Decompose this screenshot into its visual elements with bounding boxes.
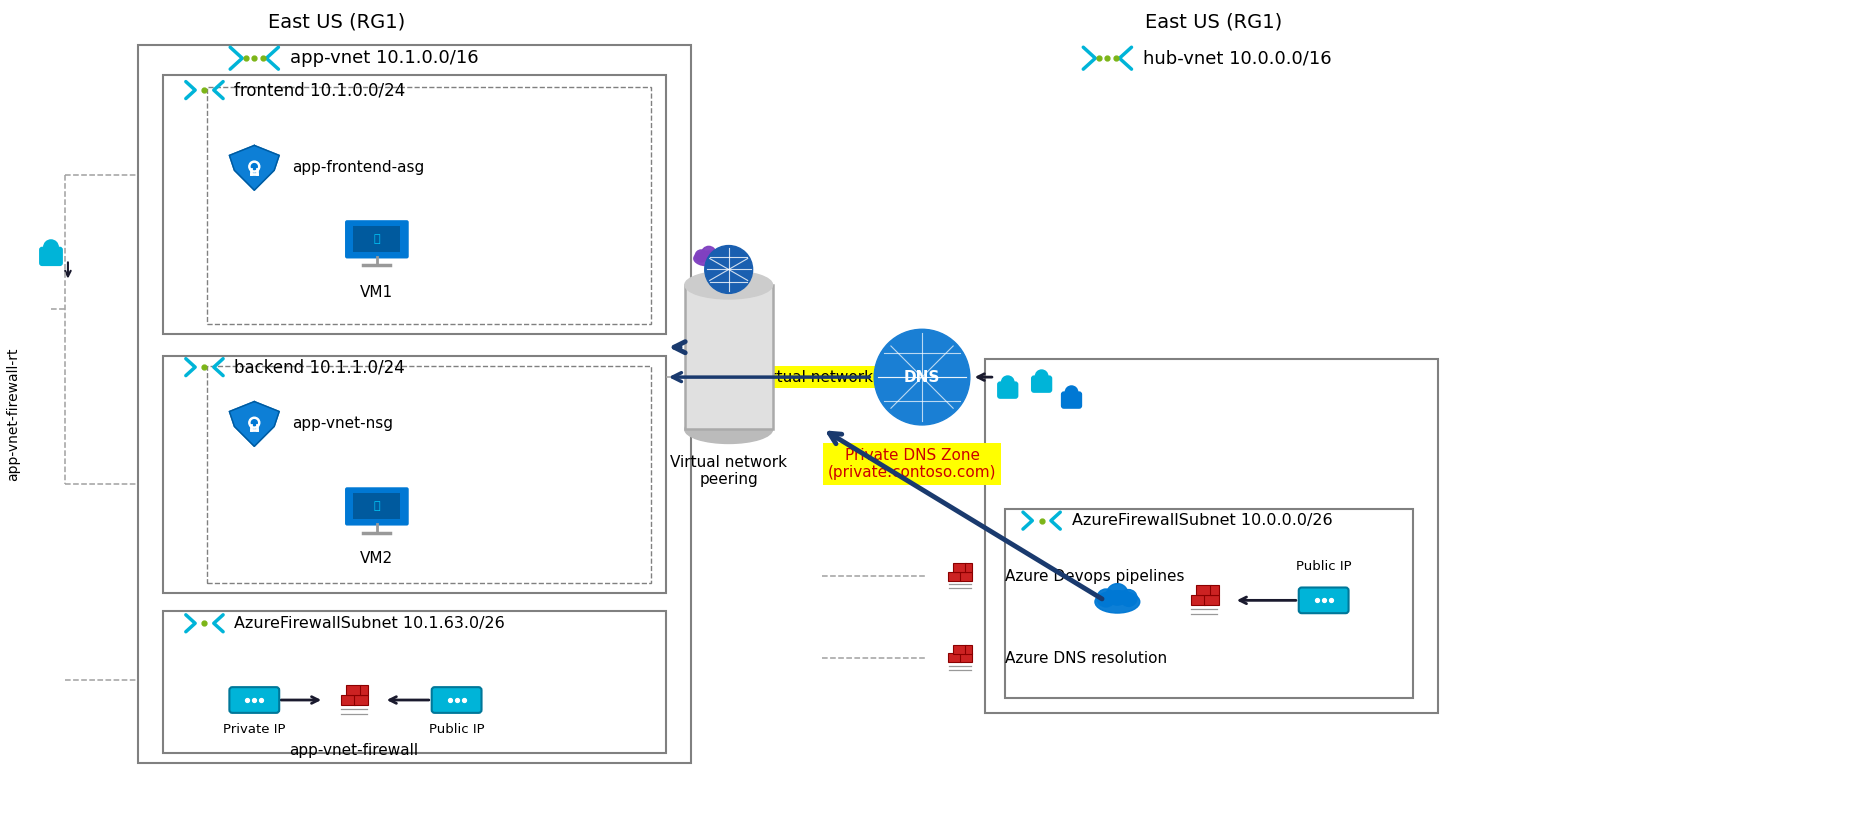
Circle shape — [704, 246, 752, 293]
Ellipse shape — [685, 415, 773, 443]
Circle shape — [873, 329, 969, 425]
Text: VM2: VM2 — [360, 551, 394, 566]
FancyBboxPatch shape — [1060, 391, 1081, 409]
FancyBboxPatch shape — [1031, 375, 1051, 393]
FancyBboxPatch shape — [353, 493, 399, 518]
FancyBboxPatch shape — [344, 486, 410, 527]
Circle shape — [1064, 386, 1077, 398]
Text: app-vnet-firewall-rt: app-vnet-firewall-rt — [6, 347, 20, 481]
Circle shape — [249, 417, 260, 428]
Circle shape — [1120, 590, 1136, 606]
Circle shape — [1096, 589, 1114, 607]
FancyBboxPatch shape — [947, 572, 960, 581]
FancyBboxPatch shape — [344, 219, 410, 260]
Text: app-vnet-firewall: app-vnet-firewall — [290, 744, 418, 758]
Ellipse shape — [1094, 590, 1138, 613]
FancyBboxPatch shape — [960, 654, 971, 663]
Circle shape — [695, 250, 708, 262]
FancyBboxPatch shape — [355, 695, 368, 705]
FancyBboxPatch shape — [997, 382, 1018, 399]
Ellipse shape — [693, 251, 724, 266]
FancyBboxPatch shape — [960, 572, 971, 581]
FancyBboxPatch shape — [1196, 585, 1211, 595]
Text: app-vnet-nsg: app-vnet-nsg — [292, 416, 394, 432]
FancyBboxPatch shape — [1209, 585, 1218, 595]
Text: Virtual network link: Virtual network link — [756, 369, 904, 385]
Text: frontend 10.1.0.0/24: frontend 10.1.0.0/24 — [234, 81, 405, 99]
Text: Private DNS Zone
(private.contoso.com): Private DNS Zone (private.contoso.com) — [828, 448, 995, 480]
Text: East US (RG1): East US (RG1) — [1144, 13, 1281, 32]
FancyBboxPatch shape — [340, 695, 355, 705]
Text: app-frontend-asg: app-frontend-asg — [292, 161, 423, 175]
Ellipse shape — [685, 271, 773, 299]
FancyBboxPatch shape — [953, 563, 966, 572]
FancyBboxPatch shape — [1190, 595, 1205, 605]
Text: East US (RG1): East US (RG1) — [267, 13, 405, 32]
Text: Public IP: Public IP — [1294, 560, 1350, 573]
Text: ⬛: ⬛ — [373, 234, 381, 244]
Text: Azure Devops pipelines: Azure Devops pipelines — [1005, 569, 1183, 584]
Circle shape — [251, 419, 256, 426]
FancyBboxPatch shape — [947, 654, 960, 663]
Text: AzureFirewallSubnet 10.1.63.0/26: AzureFirewallSubnet 10.1.63.0/26 — [234, 616, 505, 631]
Text: ⬛: ⬛ — [373, 501, 381, 511]
FancyBboxPatch shape — [228, 687, 279, 713]
FancyBboxPatch shape — [345, 685, 360, 695]
FancyBboxPatch shape — [964, 563, 971, 572]
Circle shape — [711, 251, 722, 261]
Text: hub-vnet 10.0.0.0/16: hub-vnet 10.0.0.0/16 — [1142, 49, 1331, 67]
Circle shape — [45, 240, 58, 255]
Text: app-vnet 10.1.0.0/16: app-vnet 10.1.0.0/16 — [290, 49, 479, 67]
FancyBboxPatch shape — [953, 645, 966, 654]
FancyBboxPatch shape — [964, 645, 971, 654]
Circle shape — [1107, 584, 1127, 605]
Circle shape — [702, 247, 715, 260]
Text: AzureFirewallSubnet 10.0.0.0/26: AzureFirewallSubnet 10.0.0.0/26 — [1071, 514, 1331, 528]
FancyBboxPatch shape — [360, 685, 368, 695]
FancyBboxPatch shape — [685, 285, 773, 429]
Text: Public IP: Public IP — [429, 723, 485, 736]
Polygon shape — [228, 401, 279, 446]
Text: DNS: DNS — [903, 369, 940, 385]
Circle shape — [1001, 376, 1014, 388]
Text: Azure DNS resolution: Azure DNS resolution — [1005, 650, 1166, 666]
Circle shape — [249, 161, 260, 172]
Text: Virtual network
peering: Virtual network peering — [670, 455, 787, 487]
FancyBboxPatch shape — [353, 225, 399, 251]
FancyBboxPatch shape — [39, 247, 63, 266]
Circle shape — [251, 164, 256, 170]
Text: VM1: VM1 — [360, 285, 394, 300]
FancyBboxPatch shape — [1203, 595, 1218, 605]
Polygon shape — [228, 146, 279, 190]
Text: backend 10.1.1.0/24: backend 10.1.1.0/24 — [234, 358, 405, 376]
FancyBboxPatch shape — [431, 687, 481, 713]
FancyBboxPatch shape — [1298, 587, 1348, 613]
Text: Private IP: Private IP — [223, 723, 286, 736]
Circle shape — [1034, 370, 1047, 382]
